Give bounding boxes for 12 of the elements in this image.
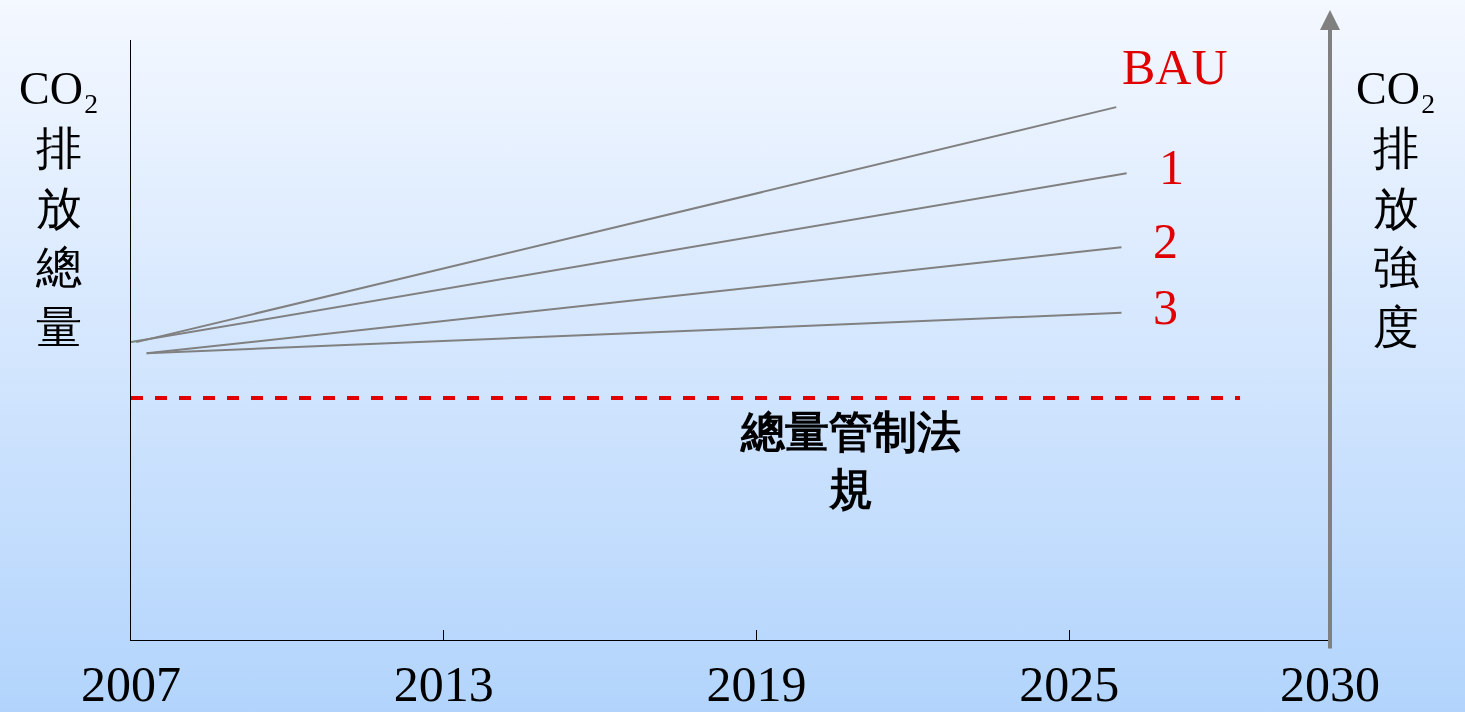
x-tick-label: 2030 (1280, 656, 1380, 712)
series-label: 2 (1153, 213, 1178, 269)
y-axis-title: CO₂ 排放總量 (19, 63, 99, 354)
y2-axis-title: CO₂ 排放強度 (1356, 63, 1436, 354)
series-label: BAU (1122, 39, 1228, 95)
x-tick-label: 2013 (393, 656, 494, 712)
x-tick-label: 2025 (1019, 656, 1120, 712)
x-tick-label: 2007 (81, 656, 181, 712)
x-tick-label: 2019 (706, 656, 807, 712)
series-label: 3 (1153, 279, 1178, 335)
series-label: 1 (1159, 139, 1184, 195)
ref-line-label: 總量管制法規 (739, 408, 961, 515)
